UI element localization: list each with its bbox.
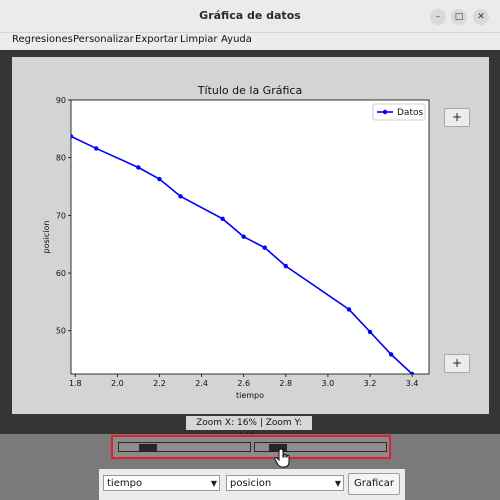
y-tick-label: 60	[56, 269, 66, 278]
data-point	[283, 263, 288, 269]
y-tick-label: 90	[56, 96, 66, 105]
x-variable-select[interactable]: tiempo ▼	[103, 475, 220, 491]
x-axis-label: tiempo	[236, 391, 264, 400]
zoom-y-slider-thumb[interactable]	[268, 444, 287, 452]
title-bar: Gráfica de datos – □ ✕	[0, 0, 500, 33]
y-tick-label: 50	[56, 327, 66, 336]
window-title: Gráfica de datos	[199, 9, 301, 22]
data-point	[262, 245, 267, 250]
x-tick-label: 1.8	[69, 379, 82, 388]
x-tick-label: 3.2	[364, 379, 377, 388]
axes-background	[70, 99, 430, 375]
data-point	[157, 176, 162, 182]
zoom-x-slider-thumb[interactable]	[139, 444, 158, 452]
close-icon[interactable]: ✕	[473, 9, 489, 25]
x-tick-label: 2.0	[111, 379, 124, 388]
data-point	[71, 134, 74, 139]
data-point	[220, 216, 225, 222]
x-tick-label: 3.4	[406, 379, 419, 388]
y-variable-select[interactable]: posicion ▼	[226, 475, 344, 491]
zoom-status-label: Zoom X: 16% | Zoom Y: 11%	[186, 416, 312, 442]
y-tick-label: 80	[56, 154, 66, 163]
add-bottom-button[interactable]: +	[444, 354, 470, 373]
data-point	[346, 307, 352, 312]
legend-dot-marker	[382, 109, 388, 115]
legend-label: Datos	[397, 108, 423, 118]
x-tick-label: 2.2	[153, 379, 166, 388]
data-point	[94, 146, 99, 151]
data-point	[136, 165, 141, 170]
menu-limpiar[interactable]: Limpiar	[180, 34, 218, 45]
chevron-down-icon: ▼	[210, 479, 217, 488]
minimize-icon[interactable]: –	[430, 9, 446, 25]
x-variable-value: tiempo	[107, 478, 143, 489]
data-point	[367, 329, 373, 335]
data-point	[409, 371, 415, 374]
x-tick-label: 2.6	[237, 379, 250, 388]
x-tick-label: 3.0	[322, 379, 335, 388]
legend-box	[372, 103, 426, 121]
y-tick-label: 70	[56, 211, 66, 220]
menu-bar: Regresiones Personalizar Exportar Limpia…	[0, 33, 500, 49]
plot-canvas[interactable]: 1.8 2.0 2.2 2.4 2.6 2.8 3.0 3.2 3.4 50 60 70 80 90 Tí…	[12, 57, 489, 414]
chart-title: Título de la Gráfica	[197, 84, 302, 97]
y-variable-value: posicion	[230, 478, 272, 489]
x-tick-label: 2.4	[195, 379, 208, 388]
data-point	[178, 194, 183, 199]
zoom-sliders	[111, 435, 391, 459]
chevron-down-icon: ▼	[334, 479, 341, 488]
y-axis-label: posicion	[42, 221, 51, 254]
line-chart: 1.8 2.0 2.2 2.4 2.6 2.8 3.0 3.2 3.4 50 60 70 80 90 Tí…	[42, 84, 430, 400]
menu-exportar[interactable]: Exportar	[135, 34, 178, 45]
data-point	[241, 234, 246, 239]
menu-ayuda[interactable]: Ayuda	[221, 34, 252, 45]
graficar-button[interactable]: Graficar	[348, 473, 400, 495]
x-tick-label: 2.8	[279, 379, 292, 388]
legend: Datos	[372, 103, 426, 121]
hand-cursor-icon	[274, 448, 290, 468]
controls-bar: tiempo ▼ posicion ▼ Graficar	[99, 469, 405, 500]
zoom-x-slider[interactable]	[118, 442, 251, 452]
menu-regresiones[interactable]: Regresiones	[12, 34, 73, 45]
menu-personalizar[interactable]: Personalizar	[73, 34, 134, 45]
maximize-icon[interactable]: □	[451, 9, 467, 25]
data-point	[388, 352, 394, 357]
add-top-button[interactable]: +	[444, 108, 470, 127]
zoom-y-slider[interactable]	[254, 442, 387, 452]
